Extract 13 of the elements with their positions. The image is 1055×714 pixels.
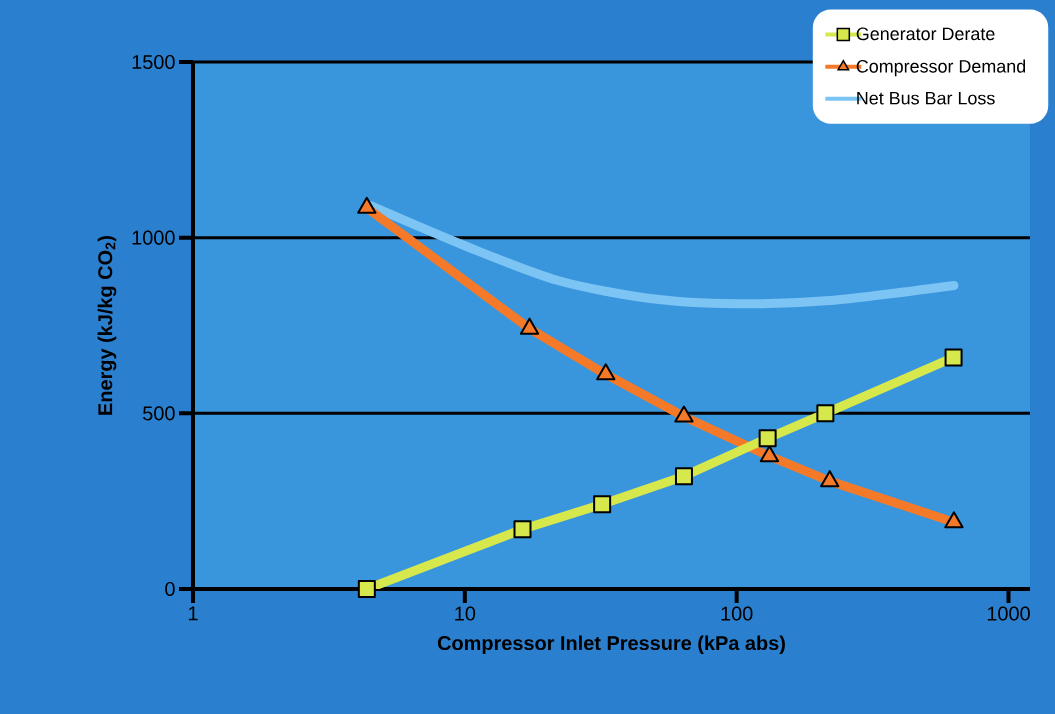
y-tick-label: 0 — [165, 581, 175, 597]
y-tick-label: 1000 — [132, 230, 175, 245]
legend-label: Generator Derate — [856, 27, 995, 41]
y-axis-title: Energy (kJ/kg CO$_{2}$) — [97, 236, 117, 415]
y-tick-label: 1500 — [132, 54, 175, 70]
x-tick-label: 10 — [455, 606, 476, 621]
x-tick-label: 100 — [721, 606, 753, 621]
y-tick-label: 500 — [143, 406, 175, 421]
legend-label: Net Bus Bar Loss — [857, 91, 995, 105]
x-tick-label: 1000 — [987, 606, 1030, 621]
legend-label: Compressor Demand — [856, 59, 1026, 77]
x-axis-title: Compressor Inlet Pressure (kPa abs) — [437, 635, 785, 655]
x-tick-label: 1 — [188, 606, 198, 621]
